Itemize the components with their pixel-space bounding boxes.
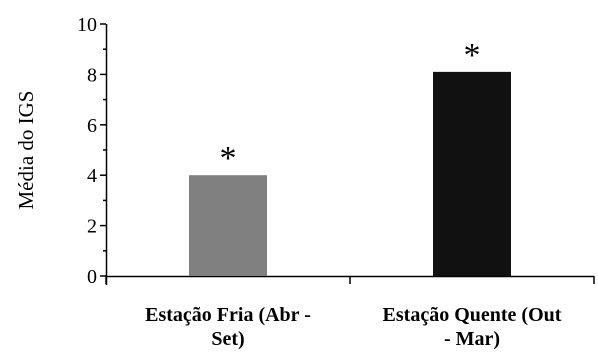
y-tick-label: 8 [87, 64, 97, 86]
significance-annotations: ** [220, 37, 481, 177]
y-axis-title: Média do IGS [14, 91, 38, 210]
significance-asterisk: * [220, 140, 237, 177]
y-tick-label: 4 [87, 165, 97, 187]
category-labels: Estação Fria (Abr -Set) Estação Quente (O… [145, 304, 562, 350]
y-tick-label: 10 [77, 14, 97, 36]
y-tick-label: 6 [87, 115, 97, 137]
y-ticks: 0 2 4 6 8 10 [77, 14, 106, 288]
y-tick-label: 0 [87, 266, 97, 288]
category-label: - Mar) [444, 328, 500, 350]
bar [189, 175, 267, 276]
bar [433, 71, 511, 276]
bars [189, 71, 511, 276]
significance-asterisk: * [464, 37, 481, 74]
category-label: Set) [211, 328, 244, 350]
x-ticks [105, 276, 595, 284]
y-tick-label: 2 [87, 216, 97, 238]
category-label: Estação Quente (Out [383, 304, 562, 326]
category-label: Estação Fria (Abr - [145, 304, 311, 326]
